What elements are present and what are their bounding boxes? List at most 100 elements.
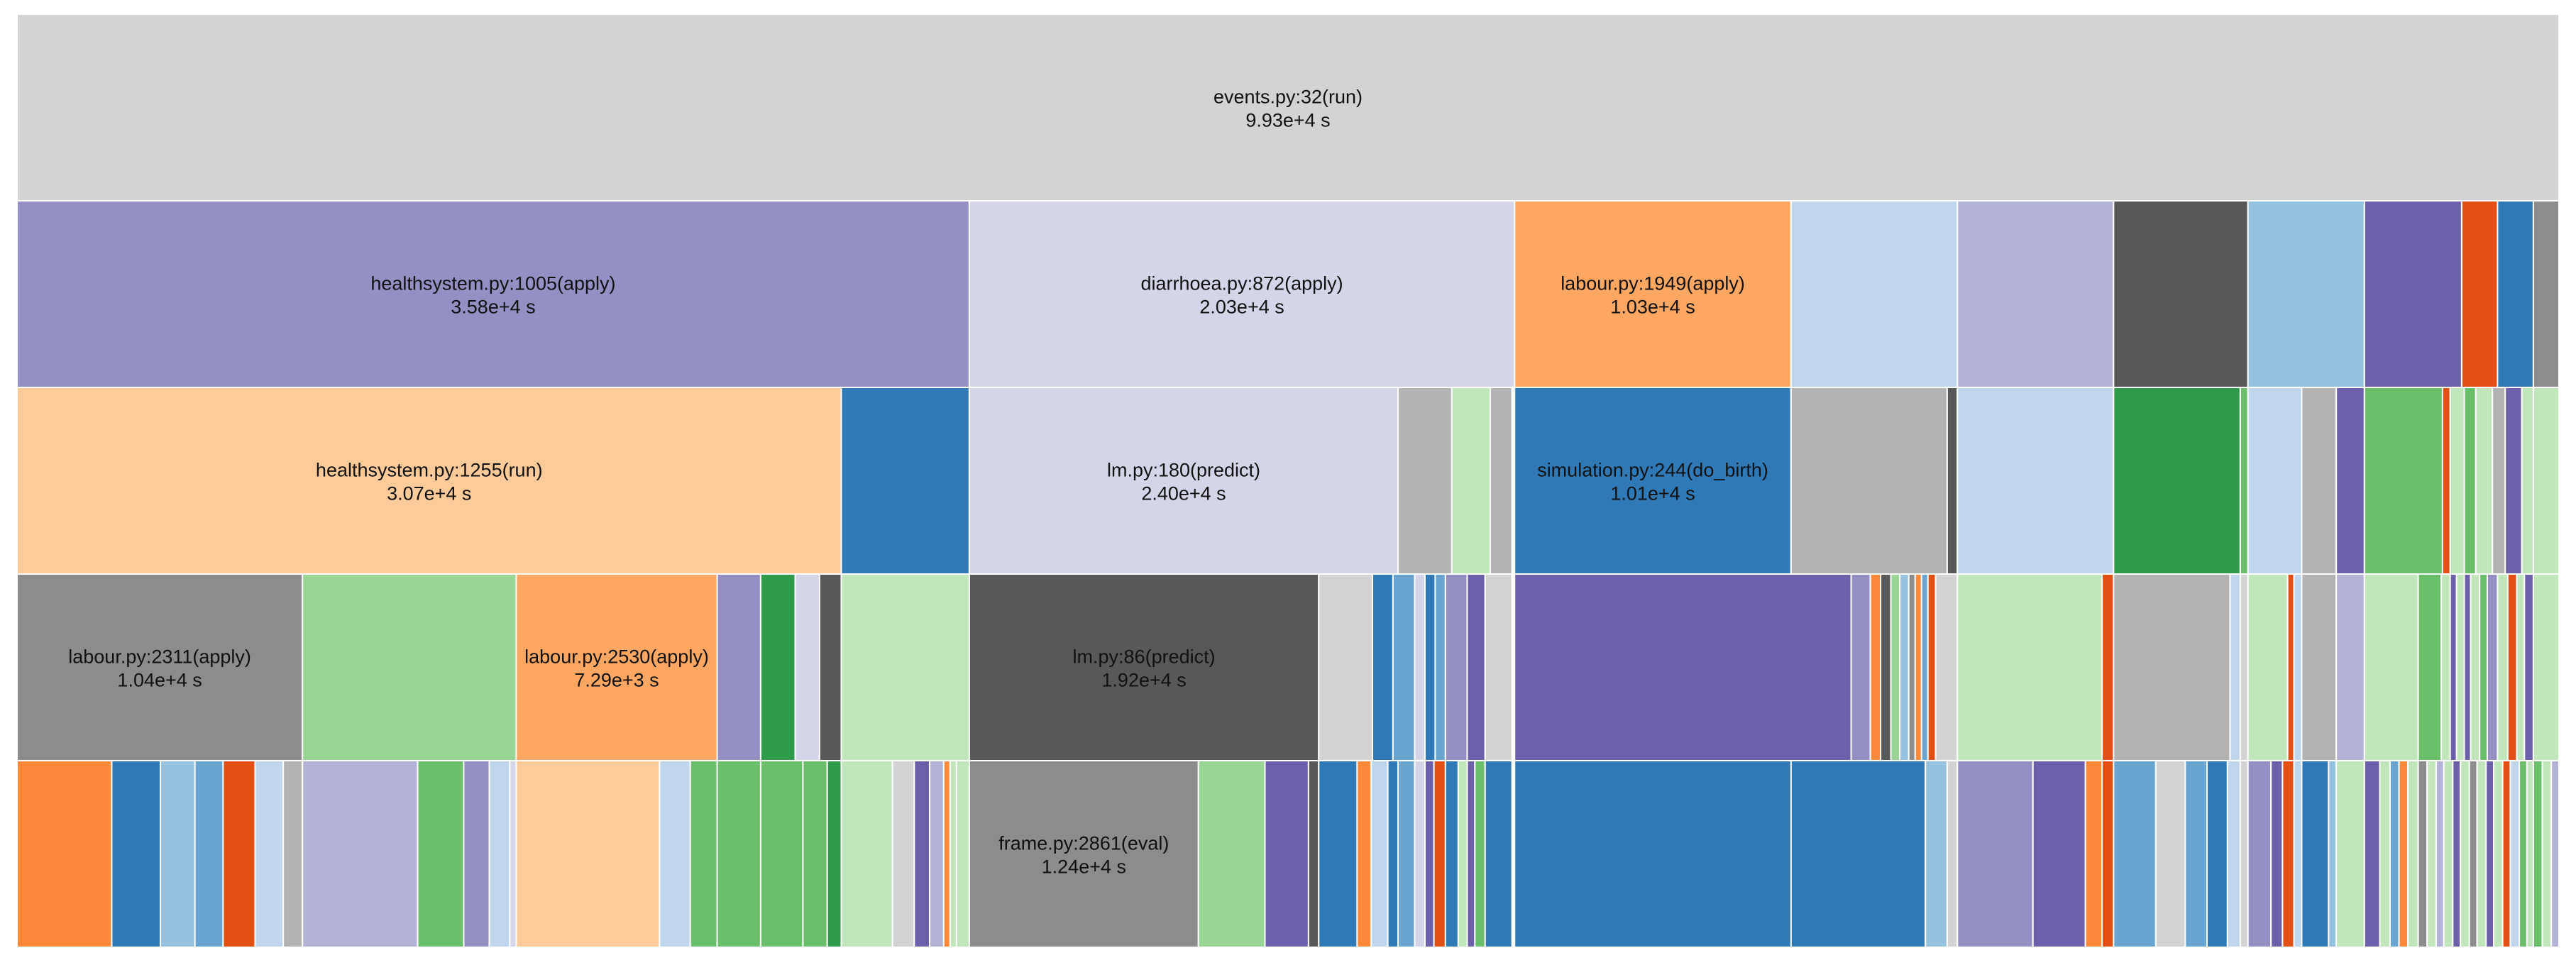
node-rect[interactable] — [2501, 760, 2511, 948]
node-rect[interactable] — [2460, 200, 2499, 388]
node-rect[interactable] — [2550, 760, 2560, 948]
node-d3-36[interactable] — [2286, 573, 2295, 761]
node-d3-33[interactable] — [2229, 573, 2241, 761]
node-d4-32[interactable] — [1370, 760, 1389, 948]
node-rect[interactable] — [2335, 760, 2365, 948]
node-rect[interactable] — [2417, 760, 2428, 948]
node-d4-0[interactable] — [16, 760, 113, 948]
node-d2-11[interactable] — [2239, 387, 2249, 575]
node-d3-23[interactable] — [1899, 573, 1910, 761]
node-rect[interactable] — [2363, 200, 2462, 388]
node-rect[interactable] — [2532, 573, 2560, 761]
node-d3-43[interactable] — [2449, 573, 2457, 761]
node-simulation-py-244-do-birth[interactable]: simulation.py:244(do_birth)1.01e+4 s — [1514, 387, 1792, 575]
node-rect[interactable] — [1264, 760, 1309, 948]
node-d4-74[interactable] — [2379, 760, 2391, 948]
node-d3-34[interactable] — [2239, 573, 2249, 761]
node-d3-27[interactable] — [1927, 573, 1937, 761]
node-rect[interactable] — [515, 573, 718, 761]
node-rect[interactable] — [818, 573, 842, 761]
node-d4-73[interactable] — [2363, 760, 2381, 948]
node-rect[interactable] — [2389, 760, 2400, 948]
node-d4-91[interactable] — [2526, 760, 2534, 948]
node-d3-9[interactable] — [1318, 573, 1374, 761]
node-d4-72[interactable] — [2335, 760, 2365, 948]
node-d4-87[interactable] — [2493, 760, 2504, 948]
node-d1-7[interactable] — [2363, 200, 2462, 388]
node-rect[interactable] — [2286, 573, 2295, 761]
node-rect[interactable] — [2532, 760, 2543, 948]
node-rect[interactable] — [1790, 200, 1959, 388]
node-d4-8[interactable] — [417, 760, 465, 948]
node-d4-15[interactable] — [716, 760, 761, 948]
node-rect[interactable] — [2301, 387, 2338, 575]
node-d2-15[interactable] — [2363, 387, 2443, 575]
node-rect[interactable] — [716, 573, 761, 761]
node-rect[interactable] — [1414, 573, 1426, 761]
node-rect[interactable] — [2463, 573, 2472, 761]
node-d1-6[interactable] — [2247, 200, 2365, 388]
node-rect[interactable] — [2417, 573, 2443, 761]
node-d4-22[interactable] — [928, 760, 945, 948]
node-rect[interactable] — [1946, 760, 1959, 948]
node-rect[interactable] — [968, 760, 1199, 948]
node-d4-4[interactable] — [222, 760, 256, 948]
node-d3-26[interactable] — [1920, 573, 1929, 761]
node-rect[interactable] — [840, 387, 970, 575]
node-rect[interactable] — [2526, 760, 2534, 948]
node-d1-9[interactable] — [2497, 200, 2534, 388]
node-rect[interactable] — [2335, 387, 2365, 575]
node-d1-3[interactable] — [1790, 200, 1959, 388]
node-rect[interactable] — [1372, 573, 1394, 761]
node-d4-3[interactable] — [194, 760, 224, 948]
node-rect[interactable] — [1466, 760, 1476, 948]
node-labour-py-1949-apply[interactable]: labour.py:1949(apply)1.03e+4 s — [1514, 200, 1792, 388]
node-rect[interactable] — [891, 760, 915, 948]
node-d3-3[interactable] — [716, 573, 761, 761]
node-rect[interactable] — [1956, 760, 2034, 948]
node-healthsystem-py-1005-apply[interactable]: healthsystem.py:1005(apply)3.58e+4 s — [16, 200, 970, 388]
node-rect[interactable] — [2206, 760, 2228, 948]
node-d4-75[interactable] — [2389, 760, 2400, 948]
node-d4-28[interactable] — [1264, 760, 1309, 948]
node-rect[interactable] — [2101, 760, 2115, 948]
node-d3-5[interactable] — [794, 573, 820, 761]
node-rect[interactable] — [2541, 760, 2553, 948]
node-d4-39[interactable] — [1457, 760, 1468, 948]
node-d3-28[interactable] — [1934, 573, 1959, 761]
node-rect[interactable] — [2463, 387, 2477, 575]
node-rect[interactable] — [2493, 760, 2504, 948]
node-d4-18[interactable] — [826, 760, 842, 948]
node-d4-59[interactable] — [2101, 760, 2115, 948]
node-lm-py-180-predict[interactable]: lm.py:180(predict)2.40e+4 s — [968, 387, 1399, 575]
node-rect[interactable] — [2455, 573, 2465, 761]
node-rect[interactable] — [1307, 760, 1320, 948]
node-d4-85[interactable] — [2476, 760, 2487, 948]
node-rect[interactable] — [1356, 760, 1372, 948]
node-rect[interactable] — [968, 387, 1399, 575]
node-d2-14[interactable] — [2335, 387, 2365, 575]
node-d2-3[interactable] — [1397, 387, 1453, 575]
node-rect[interactable] — [1474, 760, 1486, 948]
node-rect[interactable] — [2492, 387, 2506, 575]
node-rect[interactable] — [111, 760, 162, 948]
node-d3-25[interactable] — [1914, 573, 1922, 761]
node-rect[interactable] — [2497, 573, 2509, 761]
node-rect[interactable] — [2519, 760, 2528, 948]
node-d4-83[interactable] — [2460, 760, 2470, 948]
node-rect[interactable] — [2398, 760, 2409, 948]
node-d3-49[interactable] — [2497, 573, 2509, 761]
node-d3-7[interactable] — [840, 573, 970, 761]
node-rect[interactable] — [2328, 760, 2338, 948]
node-d4-76[interactable] — [2398, 760, 2409, 948]
node-rect[interactable] — [2363, 760, 2381, 948]
node-rect[interactable] — [2532, 200, 2560, 388]
node-d3-50[interactable] — [2506, 573, 2518, 761]
node-rect[interactable] — [759, 760, 804, 948]
node-d4-10[interactable] — [488, 760, 511, 948]
node-d3-24[interactable] — [1908, 573, 1916, 761]
node-d3-40[interactable] — [2363, 573, 2419, 761]
node-rect[interactable] — [2479, 573, 2488, 761]
node-d4-57[interactable] — [2032, 760, 2086, 948]
node-rect[interactable] — [417, 760, 465, 948]
